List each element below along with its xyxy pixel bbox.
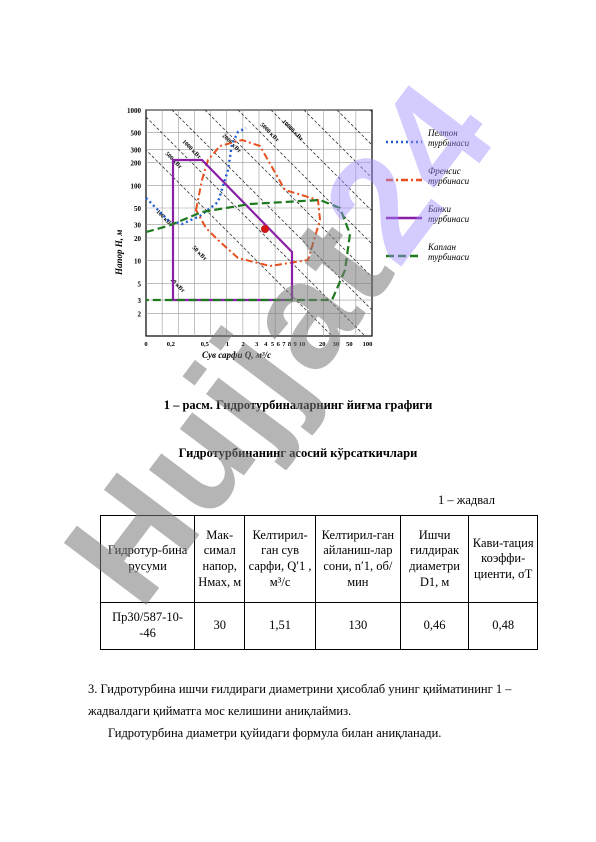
y-tick-label: 300 bbox=[131, 146, 142, 154]
y-tick-label: 200 bbox=[131, 160, 142, 168]
kaplan-region bbox=[145, 198, 352, 302]
chart-legend: Пелтон турбинаси Френсис турбинаси Банки турб… bbox=[386, 128, 470, 262]
x-tick-label: 30 bbox=[333, 341, 340, 348]
x-tick-label: 6 bbox=[277, 341, 281, 348]
x-tick-label: 5 bbox=[271, 341, 275, 348]
y-tick-label: 500 bbox=[131, 130, 142, 138]
legend-label: Пелтон турбинаси bbox=[427, 128, 470, 148]
x-tick-label: 0 bbox=[144, 341, 147, 348]
x-tick-label: 2 bbox=[242, 341, 245, 348]
x-tick-label: 50 bbox=[346, 341, 353, 348]
table-cell: 1,51 bbox=[244, 602, 316, 650]
x-tick-label: 3 bbox=[255, 341, 259, 348]
table-cell: 0,48 bbox=[468, 602, 538, 650]
y-tick-label: 50 bbox=[134, 205, 142, 213]
paragraph-2: Гидротурбина диаметри қуйидаги формула б… bbox=[108, 726, 442, 740]
x-tick-label: 0,2 bbox=[167, 341, 175, 348]
y-axis-label: Напор Н, м bbox=[114, 230, 124, 276]
header-cell: Мак-симал напор, Hмах, м bbox=[194, 515, 246, 603]
chart-grid bbox=[146, 109, 372, 336]
y-tick-label: 20 bbox=[134, 235, 142, 243]
header-cell: Ишчи ғилдирак диаметри D1, м bbox=[399, 515, 470, 603]
y-tick-label: 100 bbox=[131, 182, 142, 190]
power-label: 10 кВт bbox=[169, 277, 186, 294]
legend-label: Каплан турбинаси bbox=[427, 242, 470, 262]
power-line bbox=[171, 110, 372, 311]
x-axis-label: Сув сарфи Q, м³/с bbox=[202, 350, 271, 360]
header-cell: Келтирил-ган айланиш-лар сони, n′1, об/м… bbox=[314, 515, 401, 603]
y-tick-labels: 1000 500 300 200 100 50 30 20 10 5 3 2 bbox=[127, 107, 142, 318]
header-cell: Кави-тация коэффи-циенти, σТ bbox=[468, 515, 538, 603]
x-tick-label: 1 bbox=[226, 341, 229, 348]
y-tick-label: 2 bbox=[138, 310, 142, 318]
x-tick-label: 9 bbox=[294, 341, 298, 348]
table-header-row: Гидротур-бина русуми Мак-симал напор, Hм… bbox=[99, 515, 538, 603]
header-cell: Келтирил-ган сув сарфи, Q′1 , м³/с bbox=[244, 515, 316, 603]
x-tick-label: 10 bbox=[299, 341, 306, 348]
power-line bbox=[146, 116, 366, 336]
paragraph-1: 3. Гидротурбина ишчи ғилдираги диаметрин… bbox=[88, 682, 512, 718]
y-tick-label: 5 bbox=[138, 280, 142, 288]
figure-caption: 1 – расм. Гидротурбиналарнинг йиғма граф… bbox=[163, 398, 433, 412]
x-tick-label: 7 bbox=[282, 341, 286, 348]
table-cell: 30 bbox=[194, 602, 246, 650]
power-line bbox=[146, 149, 333, 336]
legend-label: Френсис турбинаси bbox=[428, 166, 470, 186]
x-tick-label: 100 bbox=[363, 341, 373, 348]
y-tick-label: 30 bbox=[134, 222, 142, 230]
design-point-marker bbox=[261, 225, 269, 233]
header-cell: Гидротур-бина русуми bbox=[99, 515, 196, 603]
francis-region bbox=[194, 138, 322, 268]
power-lines bbox=[146, 110, 372, 336]
specs-table: Гидротур-бина русуми Мак-симал напор, Hм… bbox=[99, 515, 538, 650]
x-tick-label: 20 bbox=[319, 341, 326, 348]
legend-label: Банки турбинаси bbox=[427, 204, 470, 224]
table-heading: Гидротурбинанинг асосий кўрсаткичлари bbox=[178, 446, 418, 460]
banki-region bbox=[171, 158, 294, 302]
table-cell: Пр30/587-10--46 bbox=[99, 602, 196, 650]
x-tick-label: 8 bbox=[288, 341, 292, 348]
table-cell: 130 bbox=[314, 602, 401, 650]
table-cell: 0,46 bbox=[399, 602, 470, 650]
x-tick-labels: 0 0,2 0,5 1 2 3 4 5 6 7 8 9 10 20 30 50 100 bbox=[144, 341, 372, 348]
power-label: 10000 кВт bbox=[281, 119, 304, 142]
power-label: 50 кВт bbox=[191, 245, 208, 262]
y-tick-label: 3 bbox=[138, 297, 142, 305]
y-tick-label: 10 bbox=[134, 258, 142, 266]
x-tick-label: 0,5 bbox=[201, 341, 210, 348]
x-tick-label: 4 bbox=[264, 341, 268, 348]
power-label: 1000 кВт bbox=[181, 139, 202, 160]
table-row: Пр30/587-10--46 30 1,51 130 0,46 0,48 bbox=[99, 602, 538, 650]
table-number: 1 – жадвал bbox=[438, 493, 495, 507]
y-tick-label: 1000 bbox=[127, 107, 142, 115]
